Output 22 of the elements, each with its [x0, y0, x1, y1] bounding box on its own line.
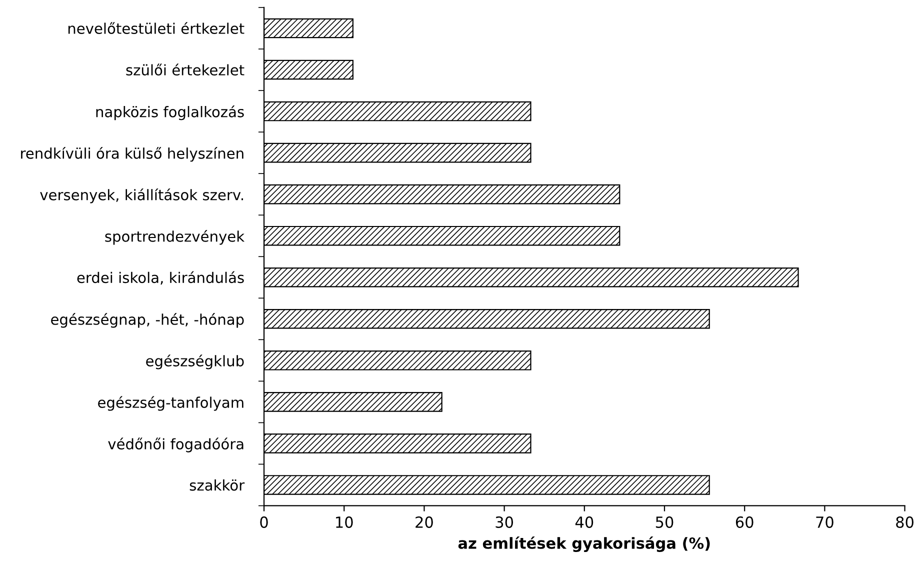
x-tick-label: 80: [896, 516, 914, 528]
y-tick-label: versenyek, kiállítások szerv.: [40, 188, 243, 204]
x-tick-label: 20: [416, 516, 433, 528]
y-tick-label: sportrendezvények: [105, 230, 245, 245]
x-tick-label: 70: [816, 516, 834, 528]
y-tick-label: egészség-tanfolyam: [98, 396, 244, 411]
y-tick-label: rendkívüli óra külső helyszínen: [21, 146, 244, 162]
x-tick-label: 40: [575, 516, 594, 528]
y-tick-label: szakkör: [190, 479, 245, 491]
y-tick-label: erdei iskola, kirándulás: [77, 271, 244, 285]
x-tick-label: 30: [496, 516, 514, 528]
y-tick-label: védőnői fogadóóra: [108, 438, 244, 452]
y-tick-label: egészségnap, -hét, -hónap: [51, 313, 244, 328]
x-tick-label: 0: [260, 516, 268, 528]
y-tick-label: egészségklub: [146, 354, 244, 370]
y-tick-label: nevelőtestületi értkezlet: [68, 22, 244, 34]
x-tick-label: 60: [736, 516, 754, 528]
y-tick-label: napközis foglalkozás: [96, 105, 244, 120]
x-axis-title: az említések gyakorisága (%): [458, 536, 710, 552]
y-tick-label: szülői értekezlet: [126, 64, 244, 76]
x-tick-label: 50: [656, 516, 674, 528]
x-tick-label: 10: [336, 516, 353, 528]
